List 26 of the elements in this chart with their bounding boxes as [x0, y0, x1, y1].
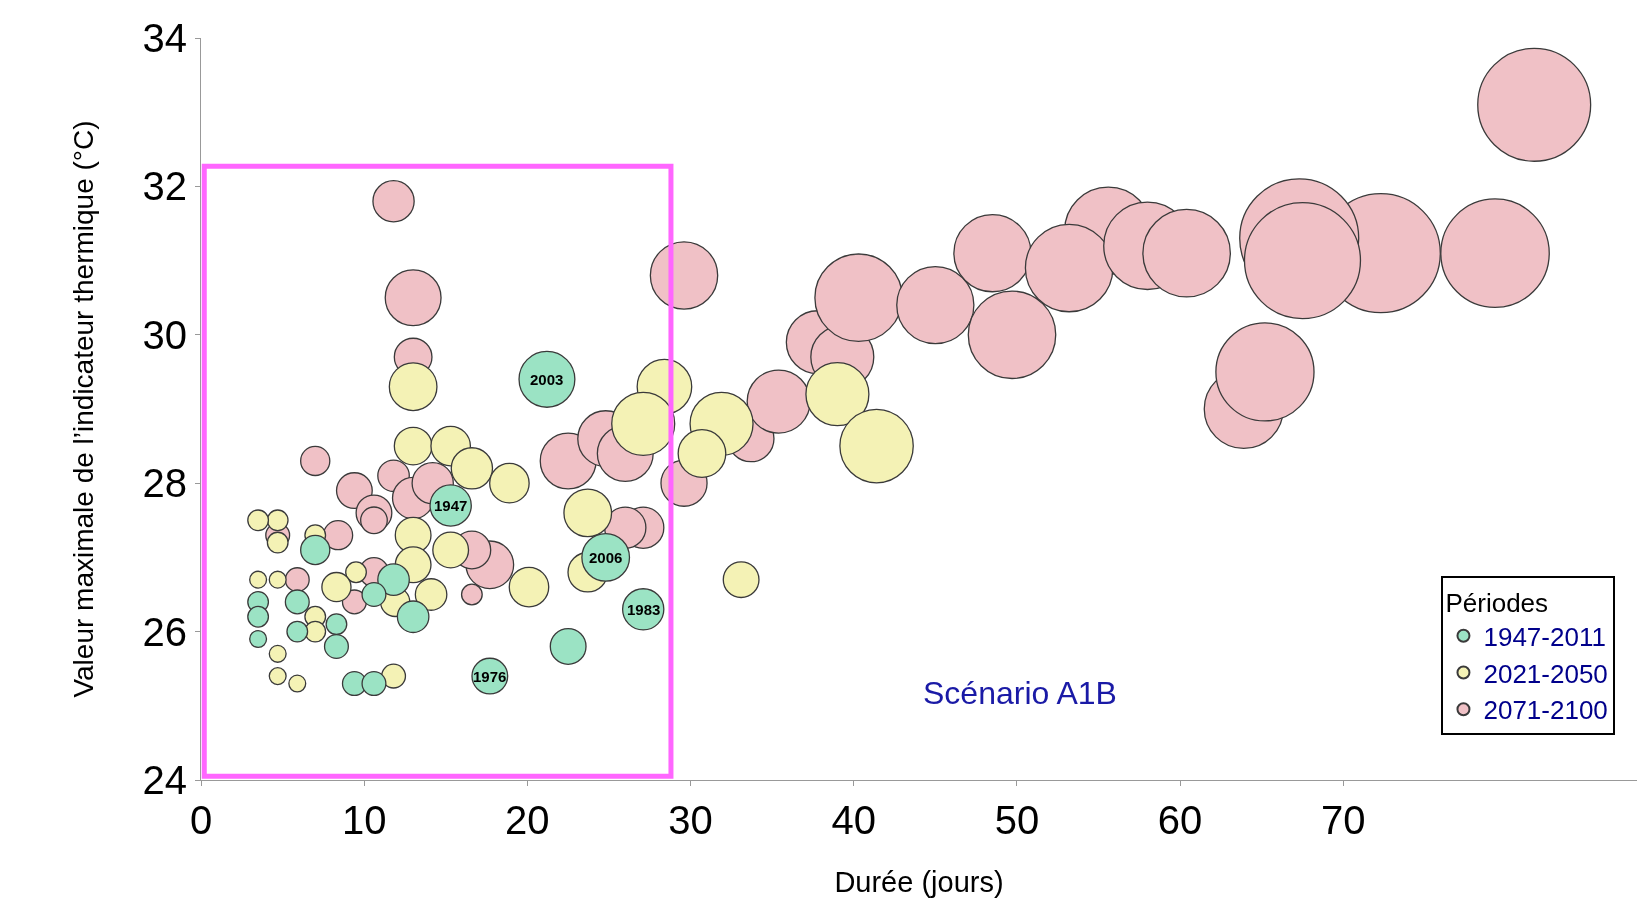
annotation: 1976 — [473, 668, 507, 685]
y-tick-label: 30 — [142, 312, 187, 357]
legend-label: 2021-2050 — [1483, 658, 1608, 689]
annotation: 2003 — [530, 371, 564, 388]
y-tick-label: 28 — [142, 461, 187, 506]
legend-title: Périodes — [1445, 588, 1549, 619]
legend-label: 2071-2100 — [1483, 695, 1608, 726]
annotation: 1983 — [627, 601, 661, 618]
x-tick-label: 20 — [505, 798, 550, 842]
y-tick-label: 32 — [142, 164, 187, 209]
annotation: 2006 — [589, 549, 623, 566]
y-axis-title: Valeur maximale de l’indicateur thermique (°C) — [68, 120, 100, 698]
y-tick-label: 26 — [142, 609, 187, 654]
legend-label: 1947-2011 — [1483, 621, 1606, 652]
x-tick-label: 40 — [831, 798, 876, 842]
annotation: 1947 — [434, 497, 468, 514]
x-tick-label: 30 — [668, 798, 713, 842]
y-tick-label: 24 — [142, 758, 187, 802]
x-tick-label: 0 — [189, 798, 213, 842]
x-tick-label: 70 — [1321, 798, 1366, 842]
y-tick-label: 34 — [142, 16, 187, 60]
x-axis-title: Durée (jours) — [834, 865, 1004, 898]
annotation: Scénario A1B — [923, 675, 1117, 711]
x-tick-label: 60 — [1157, 798, 1203, 842]
x-tick-label: 10 — [341, 798, 387, 842]
x-tick-label: 50 — [994, 798, 1040, 842]
